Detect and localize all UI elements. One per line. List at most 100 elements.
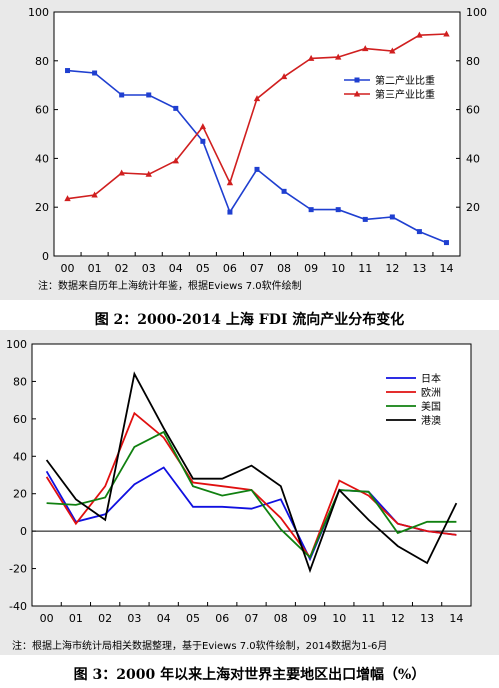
legend-label-1: 第二产业比重 [375, 74, 435, 87]
data-point [226, 179, 234, 186]
data-point [443, 30, 450, 37]
data-point [389, 214, 395, 220]
chart-1-caption: 图 2：2000-2014 上海 FDI 流向产业分布变化 [94, 312, 405, 328]
data-point [119, 92, 125, 98]
series-line-1 [45, 466, 457, 562]
data-point [416, 31, 423, 38]
x-tick-label: 03 [127, 612, 141, 625]
y-tick-label: 20 [13, 488, 27, 501]
data-point [307, 54, 315, 61]
data-point [199, 123, 207, 130]
y2-tick-label: 80 [466, 55, 480, 68]
x-tick-label: 05 [186, 612, 200, 625]
x-tick-label: 12 [385, 262, 399, 275]
data-point [362, 45, 369, 52]
x-tick-label: 09 [303, 612, 317, 625]
data-point [389, 47, 396, 54]
legend-label-4: 港澳 [421, 414, 441, 427]
data-point [92, 70, 98, 76]
legend-marker [353, 90, 361, 97]
legend-marker [354, 77, 360, 83]
plot-area [31, 343, 472, 607]
y-tick-label: 40 [35, 152, 49, 165]
legend-label-1: 日本 [421, 372, 441, 385]
x-tick-label: 00 [61, 262, 75, 275]
y2-tick-label: 20 [466, 201, 480, 214]
data-point [173, 105, 179, 111]
chart-1-svg: 0 20 40 60 80 100 20 40 60 80 100 00 01 02 03 04 05 06 07 0… [28, 6, 487, 275]
x-tick-label: 04 [169, 262, 183, 275]
legend-label-3: 美国 [421, 400, 441, 413]
y-tick-label: 20 [35, 201, 49, 214]
data-point [172, 157, 179, 164]
data-point [91, 191, 98, 198]
data-point [280, 73, 288, 80]
data-point [254, 166, 260, 172]
x-tick-label: 03 [142, 262, 156, 275]
plot-area [53, 11, 461, 257]
x-tick-label: 07 [245, 612, 259, 625]
y-tick-label: 60 [13, 413, 27, 426]
y2-tick-label: 100 [466, 6, 487, 19]
x-tick-label: 09 [304, 262, 318, 275]
data-point [443, 240, 449, 246]
data-point [145, 170, 152, 177]
series-line-4 [45, 371, 458, 574]
x-tick-label: 12 [391, 612, 405, 625]
data-point [146, 92, 152, 98]
x-tick-label: 08 [277, 262, 291, 275]
x-tick-label: 01 [88, 262, 102, 275]
x-tick-label: 14 [439, 262, 453, 275]
x-tick-label: 04 [157, 612, 171, 625]
x-tick-label: 11 [358, 262, 372, 275]
y-tick-label: -40 [9, 600, 27, 613]
y-tick-label: 60 [35, 104, 49, 117]
chart-1-note: 注：数据来自历年上海统计年鉴，根据Eviews 7.0软件绘制 [38, 281, 302, 292]
x-tick-label: 11 [362, 612, 376, 625]
x-tick-label: 13 [420, 612, 434, 625]
data-point [65, 68, 71, 74]
y2-tick-label: 40 [466, 152, 480, 165]
y-tick-label: 40 [13, 450, 27, 463]
data-point [118, 169, 125, 176]
data-point [281, 188, 287, 194]
x-tick-label: 10 [331, 262, 345, 275]
y-tick-label: 100 [28, 6, 49, 19]
data-point [253, 95, 261, 102]
data-point [308, 207, 314, 213]
x-tick-label: 13 [412, 262, 426, 275]
x-tick-label: 08 [274, 612, 288, 625]
chart-2-panel: -40 -20 0 20 40 60 80 100 00 01 02 03 04 05 06 07 08 09 10… [0, 330, 499, 655]
x-tick-label: 07 [250, 262, 264, 275]
series-line-3 [46, 430, 457, 559]
data-point [362, 216, 368, 222]
data-point [227, 209, 233, 215]
x-tick-label: 01 [69, 612, 83, 625]
data-point [416, 229, 422, 235]
y2-tick-label: 60 [466, 104, 480, 117]
chart-2-caption: 图 3：2000 年以来上海对世界主要地区出口增幅（%） [73, 667, 426, 683]
x-tick-label: 05 [196, 262, 210, 275]
y-tick-label: 80 [35, 55, 49, 68]
x-tick-label: 00 [40, 612, 54, 625]
chart-1-panel: 0 20 40 60 80 100 20 40 60 80 100 00 01 02 03 04 05 06 07 0… [0, 0, 499, 300]
y-tick-label: 0 [42, 250, 49, 263]
x-tick-label: 10 [332, 612, 346, 625]
legend-label-2: 欧洲 [421, 387, 441, 399]
chart-2-note: 注：根据上海市统计局相关数据整理，基于Eviews 7.0软件绘制，2014数据… [12, 641, 388, 652]
data-point [200, 138, 206, 144]
chart-2-svg: -40 -20 0 20 40 60 80 100 00 01 02 03 04 05 06 07 08 09 10… [6, 338, 472, 625]
data-point [335, 207, 341, 213]
data-point [64, 195, 71, 202]
x-tick-label: 02 [98, 612, 112, 625]
x-tick-label: 02 [115, 262, 129, 275]
legend-label-2: 第三产业比重 [375, 88, 435, 101]
x-tick-label: 14 [449, 612, 463, 625]
x-tick-label: 06 [215, 612, 229, 625]
y-tick-label: 0 [20, 525, 27, 538]
data-point [335, 53, 342, 60]
y-tick-label: 100 [6, 338, 27, 351]
y-tick-label: -20 [9, 563, 27, 576]
x-tick-label: 06 [223, 262, 237, 275]
y-tick-label: 80 [13, 375, 27, 388]
